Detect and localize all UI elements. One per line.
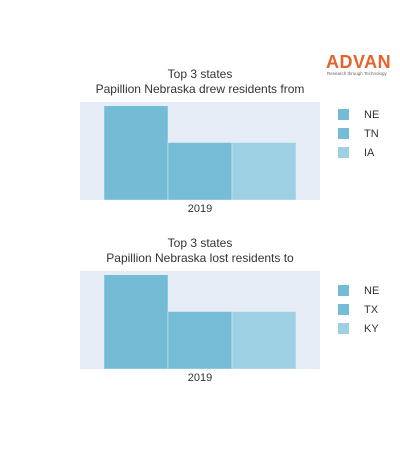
- legend-label: NE: [364, 108, 380, 121]
- chart-1-bar-ia[interactable]: [231, 142, 297, 200]
- chart-1-title-line-1: Top 3 states: [167, 67, 233, 81]
- chart-2-title: Top 3 states Papillion Nebraska lost res…: [60, 236, 340, 266]
- chart-1-bar-ne[interactable]: [103, 105, 169, 200]
- chart-2-legend-item-ky[interactable]: KY: [338, 319, 379, 338]
- chart-2-x-tick-label: 2019: [187, 372, 213, 384]
- chart-2-title-line-1: Top 3 states: [167, 236, 233, 250]
- logo-wordmark: ADVAN: [326, 52, 392, 72]
- legend-label: IA: [364, 146, 375, 159]
- chart-1-plot: [80, 102, 320, 200]
- chart-2-legend: NE TX KY: [338, 281, 379, 338]
- legend-label: NE: [364, 284, 380, 297]
- chart-2-plot: [80, 271, 320, 369]
- chart-2-bar-ky[interactable]: [231, 311, 297, 369]
- chart-2-bar-tx[interactable]: [167, 311, 233, 369]
- chart-1-title: Top 3 states Papillion Nebraska drew res…: [60, 67, 340, 97]
- chart-1-legend: NE TN IA: [338, 105, 379, 162]
- logo-tagline: Research through Technology: [327, 71, 387, 76]
- chart-1-bar-tn[interactable]: [167, 142, 233, 200]
- legend-swatch: [338, 323, 349, 334]
- chart-2-legend-item-ne[interactable]: NE: [338, 281, 379, 300]
- chart-1-legend-item-ne[interactable]: NE: [338, 105, 379, 124]
- chart-1-legend-item-ia[interactable]: IA: [338, 143, 379, 162]
- legend-swatch: [338, 128, 349, 139]
- legend-label: TX: [364, 303, 379, 316]
- legend-swatch: [338, 285, 349, 296]
- legend-swatch: [338, 109, 349, 120]
- advan-logo: ADVAN Research through Technology: [326, 52, 396, 78]
- chart-2-title-line-2: Papillion Nebraska lost residents to: [106, 251, 294, 265]
- chart-1-legend-item-tn[interactable]: TN: [338, 124, 379, 143]
- chart-1-title-line-2: Papillion Nebraska drew residents from: [95, 82, 305, 96]
- chart-2-bar-ne[interactable]: [103, 274, 169, 369]
- legend-label: KY: [364, 322, 379, 335]
- legend-swatch: [338, 147, 349, 158]
- chart-2-legend-item-tx[interactable]: TX: [338, 300, 379, 319]
- legend-swatch: [338, 304, 349, 315]
- legend-label: TN: [364, 127, 379, 140]
- chart-1-x-tick-label: 2019: [187, 203, 213, 215]
